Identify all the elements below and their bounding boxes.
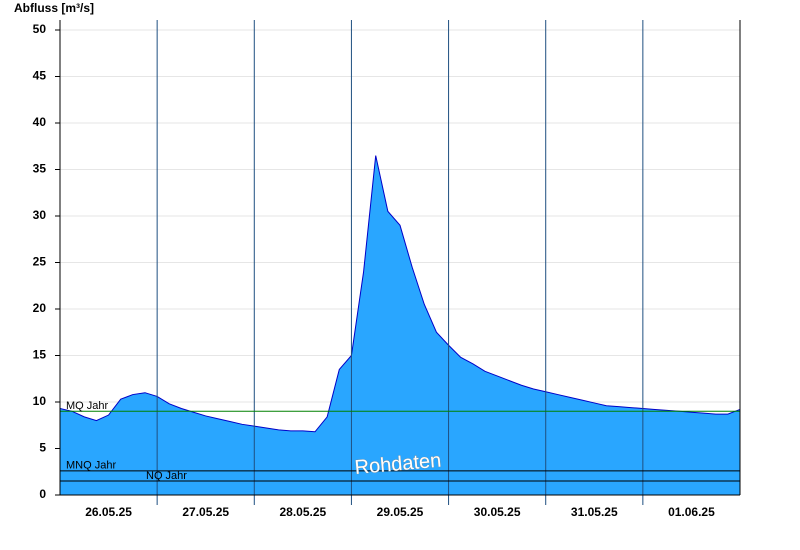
reference-label: NQ Jahr bbox=[146, 470, 187, 482]
y-tick-label: 10 bbox=[33, 394, 47, 408]
x-tick-label: 29.05.25 bbox=[377, 505, 424, 519]
x-tick-label: 31.05.25 bbox=[571, 505, 618, 519]
line bbox=[59, 155, 741, 433]
y-tick-label: 5 bbox=[39, 441, 46, 455]
reference-label: MNQ Jahr bbox=[66, 460, 116, 472]
y-tick-label: 15 bbox=[33, 348, 47, 362]
y-tick-label: 0 bbox=[39, 487, 46, 501]
x-tick-label: 26.05.25 bbox=[85, 505, 132, 519]
y-tick-label: 40 bbox=[33, 115, 47, 129]
y-tick-label: 30 bbox=[33, 208, 47, 222]
area bbox=[60, 155, 740, 496]
x-tick-label: 01.06.25 bbox=[668, 505, 715, 519]
y-tick-label: 20 bbox=[33, 301, 47, 315]
reference-label: MQ Jahr bbox=[66, 400, 109, 412]
y-tick-label: 35 bbox=[33, 162, 47, 176]
x-tick-label: 27.05.25 bbox=[182, 505, 229, 519]
x-tick-label: 28.05.25 bbox=[279, 505, 326, 519]
x-tick-label: 30.05.25 bbox=[474, 505, 521, 519]
y-axis-label: Abfluss [m³/s] bbox=[14, 1, 94, 15]
y-tick-label: 45 bbox=[33, 69, 47, 83]
y-tick-label: 25 bbox=[33, 255, 47, 269]
y-tick-label: 50 bbox=[33, 22, 47, 36]
